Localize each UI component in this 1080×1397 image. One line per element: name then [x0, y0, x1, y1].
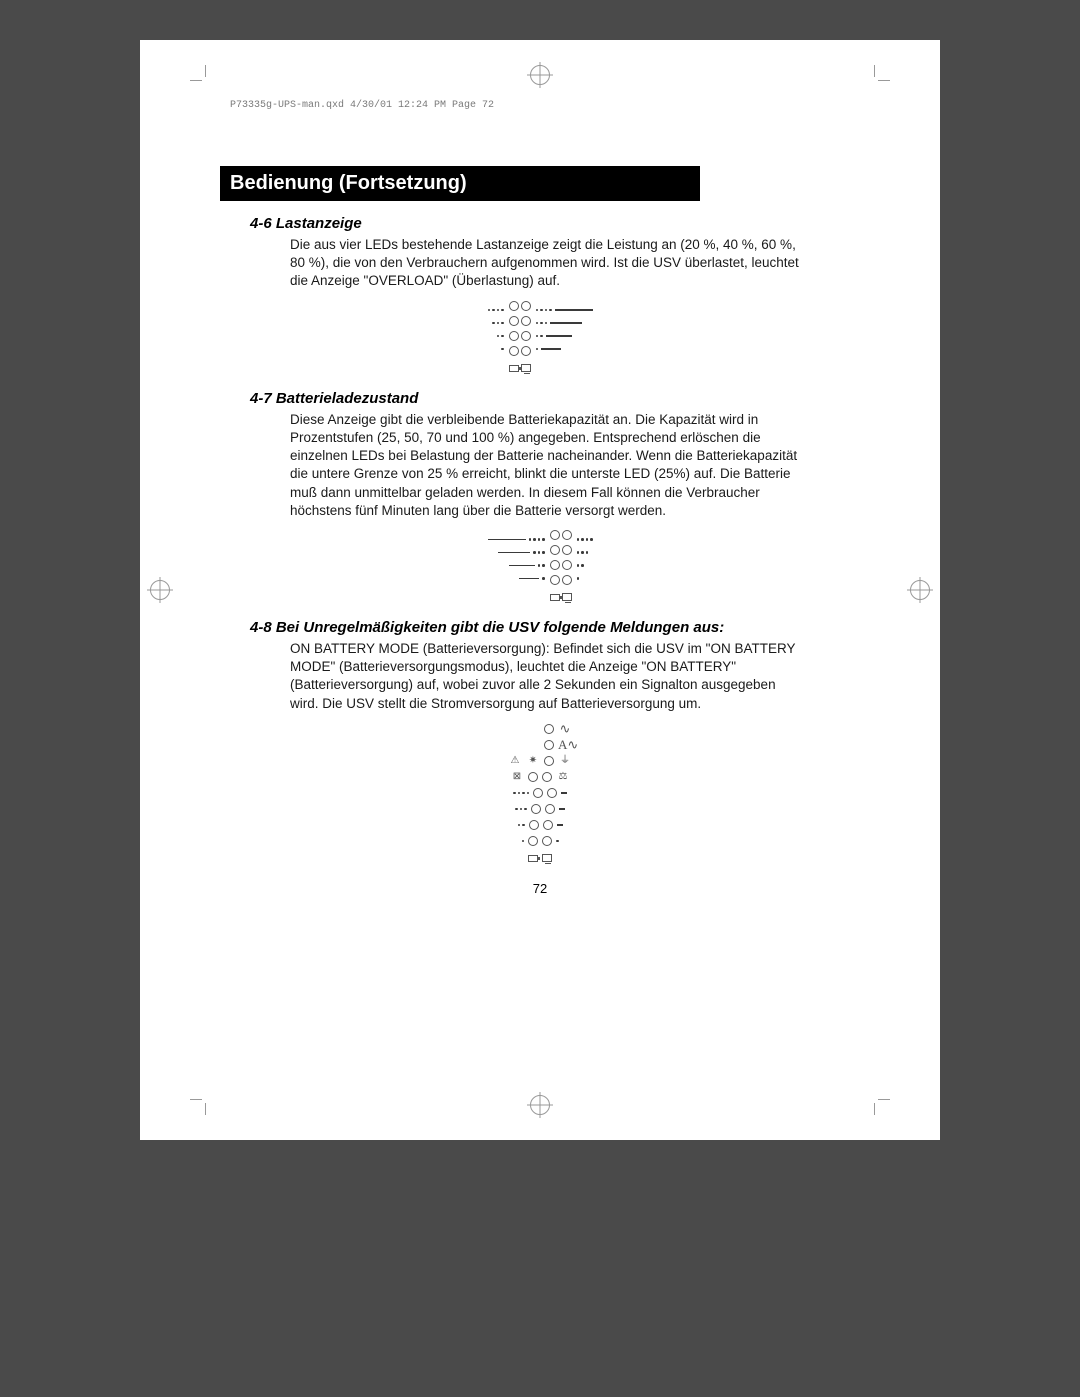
led-icon [509, 346, 519, 356]
battery-icon [550, 594, 560, 601]
warn-battery-icon: ⚠ [508, 756, 522, 766]
crop-mark-icon [865, 1090, 885, 1110]
status-panel-diagram: ∿ A∿ ⚠ ✷ ⏚ ⊠ ⚖ [220, 723, 860, 863]
led-column-left [509, 301, 519, 372]
led-icon [562, 530, 572, 540]
registration-mark-icon [910, 580, 930, 600]
crop-mark-icon [195, 1090, 215, 1110]
section-body: Die aus vier LEDs bestehende Lastanzeige… [290, 236, 800, 291]
fault-battery-icon: ⊠ [510, 772, 524, 782]
sine-icon: ∿ [558, 726, 572, 733]
led-icon [543, 820, 553, 830]
banner-title: Bedienung (Fortsetzung) [230, 172, 467, 194]
left-bars [488, 308, 504, 372]
led-icon [547, 788, 557, 798]
section-heading: 4-8 Bei Unregelmäßigkeiten gibt die USV … [250, 619, 860, 636]
led-icon [550, 575, 560, 585]
slugline: P73335g-UPS-man.qxd 4/30/01 12:24 PM Pag… [230, 100, 860, 111]
right-bars [536, 308, 593, 372]
led-icon [533, 788, 543, 798]
led-icon [545, 804, 555, 814]
alarm-icon: ✷ [526, 756, 540, 766]
led-icon [550, 545, 560, 555]
led-icon [544, 740, 554, 750]
led-icon [562, 545, 572, 555]
led-icon [544, 724, 554, 734]
section-body: Diese Anzeige gibt die verbleibende Batt… [290, 411, 800, 520]
section-banner: Bedienung (Fortsetzung) [220, 166, 700, 201]
led-icon [542, 836, 552, 846]
led-icon [550, 560, 560, 570]
monitor-icon [542, 854, 552, 862]
monitor-icon [521, 364, 531, 372]
section-body: ON BATTERY MODE (Batterieversorgung): Be… [290, 640, 800, 713]
right-bars [577, 537, 593, 601]
crop-mark-icon [865, 70, 885, 90]
left-bars [488, 537, 545, 601]
led-icon [542, 772, 552, 782]
avr-icon: A∿ [558, 742, 572, 749]
crop-mark-icon [195, 70, 215, 90]
monitor-icon [562, 593, 572, 601]
led-icon [544, 756, 554, 766]
load-indicator-diagram [220, 301, 860, 372]
overload-icon: ⚖ [556, 772, 570, 782]
page-number: 72 [220, 881, 860, 896]
registration-mark-icon [150, 580, 170, 600]
led-column-left [550, 530, 560, 601]
registration-mark-icon [530, 1095, 550, 1115]
bars-icon [561, 791, 567, 795]
bars-icon [557, 823, 563, 827]
led-icon [528, 836, 538, 846]
plug-icon: ⏚ [558, 756, 572, 766]
led-icon [531, 804, 541, 814]
led-icon [509, 331, 519, 341]
battery-icon [509, 365, 519, 372]
document-page: P73335g-UPS-man.qxd 4/30/01 12:24 PM Pag… [140, 40, 940, 1140]
led-icon [550, 530, 560, 540]
bars-icon [559, 807, 565, 811]
led-icon [529, 820, 539, 830]
led-icon [562, 560, 572, 570]
battery-icon [528, 855, 538, 862]
section-heading: 4-6 Lastanzeige [250, 215, 860, 232]
registration-mark-icon [530, 65, 550, 85]
led-icon [509, 316, 519, 326]
section-heading: 4-7 Batterieladezustand [250, 390, 860, 407]
battery-indicator-diagram [220, 530, 860, 601]
led-icon [509, 301, 519, 311]
led-icon [521, 331, 531, 341]
led-icon [521, 346, 531, 356]
led-icon [562, 575, 572, 585]
led-icon [528, 772, 538, 782]
led-column-right [562, 530, 572, 601]
led-icon [521, 301, 531, 311]
led-icon [521, 316, 531, 326]
led-column-right [521, 301, 531, 372]
